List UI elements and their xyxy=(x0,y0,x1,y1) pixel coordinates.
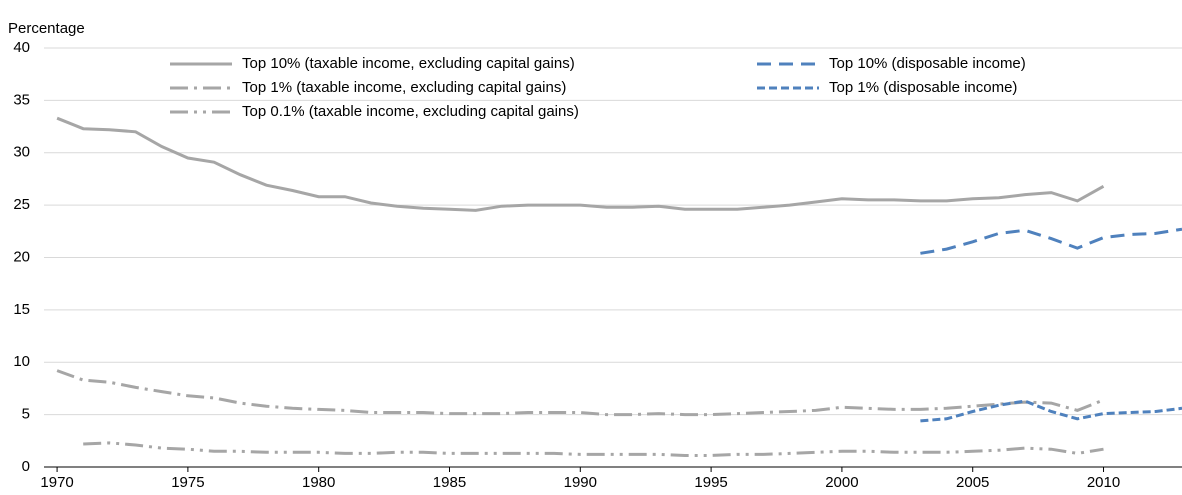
legend-label: Top 1% (taxable income, excluding capita… xyxy=(242,79,566,96)
x-tick-label: 1970 xyxy=(40,474,73,491)
x-tick-label: 1990 xyxy=(564,474,597,491)
y-tick-label: 30 xyxy=(13,144,30,161)
series-line xyxy=(920,399,1182,423)
legend-label: Top 1% (disposable income) xyxy=(829,79,1017,96)
y-tick-label: 25 xyxy=(13,196,30,213)
x-tick-label: 1995 xyxy=(694,474,727,491)
y-tick-label: 40 xyxy=(13,39,30,56)
x-tick-label: 2000 xyxy=(825,474,858,491)
series-line xyxy=(83,441,1104,457)
x-tick-label: 1985 xyxy=(433,474,466,491)
y-tick-label: 15 xyxy=(13,301,30,318)
y-tick-label: 10 xyxy=(13,353,30,370)
x-tick-label: 1980 xyxy=(302,474,335,491)
series-line xyxy=(56,369,1105,417)
x-tick-label: 2010 xyxy=(1087,474,1120,491)
y-axis-label: Percentage xyxy=(8,20,85,37)
legend-label: Top 10% (taxable income, excluding capit… xyxy=(242,55,575,72)
legend-label: Top 10% (disposable income) xyxy=(829,55,1026,72)
y-tick-label: 35 xyxy=(13,91,30,108)
y-tick-label: 5 xyxy=(22,406,30,423)
legend-label: Top 0.1% (taxable income, excluding capi… xyxy=(242,103,579,120)
y-tick-label: 20 xyxy=(13,248,30,265)
series-line xyxy=(920,227,1182,255)
x-tick-label: 2005 xyxy=(956,474,989,491)
y-tick-label: 0 xyxy=(22,458,30,475)
x-tick-label: 1975 xyxy=(171,474,204,491)
series-line xyxy=(56,116,1105,212)
